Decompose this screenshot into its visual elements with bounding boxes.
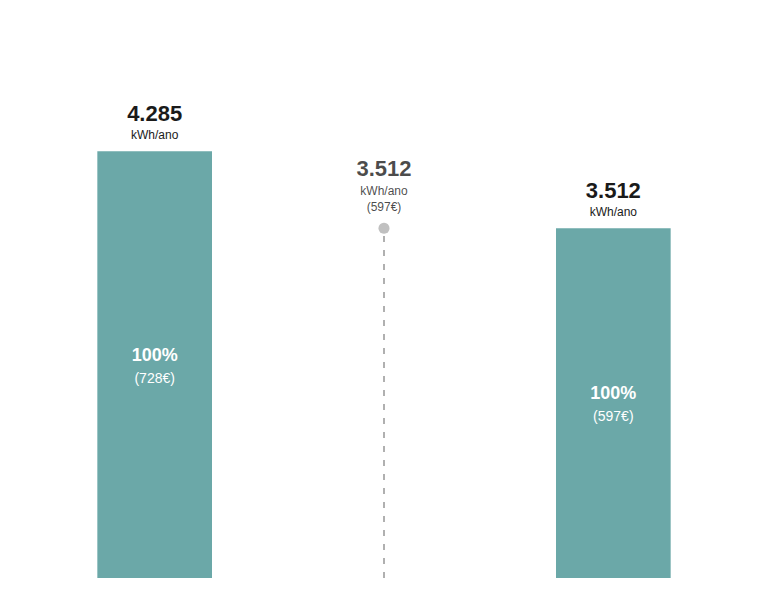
svg-text:kWh/ano: kWh/ano <box>131 128 179 142</box>
svg-text:kWh/ano: kWh/ano <box>590 205 638 219</box>
svg-text:100%: 100% <box>590 383 636 403</box>
svg-text:3.512: 3.512 <box>586 178 641 203</box>
svg-text:kWh/ano: kWh/ano <box>360 184 408 198</box>
svg-text:(597€): (597€) <box>367 200 402 214</box>
svg-text:4.285: 4.285 <box>127 101 182 126</box>
svg-text:(597€): (597€) <box>593 408 633 424</box>
svg-text:3.512: 3.512 <box>356 156 411 181</box>
svg-text:(728€): (728€) <box>134 370 174 386</box>
svg-text:100%: 100% <box>132 345 178 365</box>
